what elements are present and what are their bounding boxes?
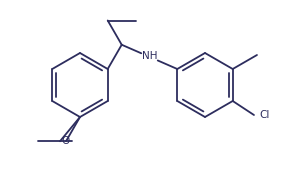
Text: Cl: Cl bbox=[259, 110, 269, 120]
Text: O: O bbox=[62, 136, 70, 146]
Text: NH: NH bbox=[142, 51, 157, 61]
